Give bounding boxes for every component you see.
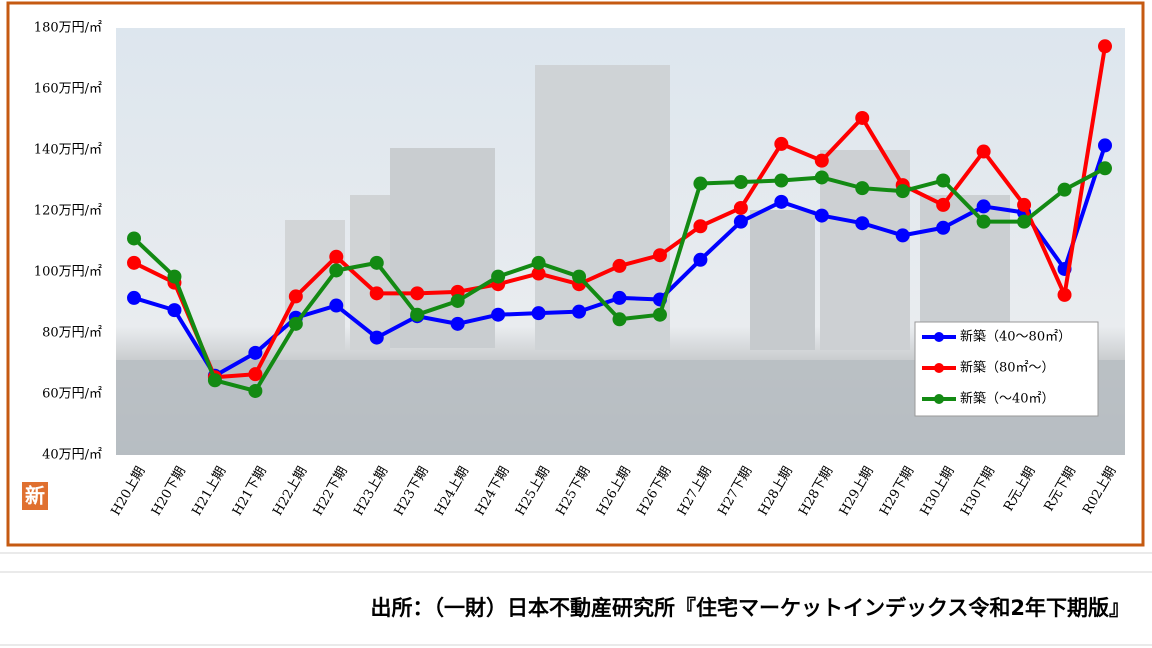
point bbox=[976, 199, 991, 214]
legend-marker bbox=[934, 332, 944, 342]
point bbox=[329, 263, 344, 278]
point bbox=[774, 194, 789, 209]
point bbox=[1057, 287, 1072, 302]
point bbox=[612, 312, 627, 327]
y-tick-label: 160万円/㎡ bbox=[34, 82, 102, 97]
point bbox=[612, 258, 627, 273]
point bbox=[1098, 138, 1112, 153]
point bbox=[895, 184, 910, 199]
legend-marker bbox=[934, 363, 944, 373]
point bbox=[1017, 197, 1032, 212]
y-tick-label: 140万円/㎡ bbox=[34, 143, 102, 158]
point bbox=[1057, 182, 1072, 197]
legend-label: 新築（80㎡～） bbox=[960, 360, 1055, 376]
point bbox=[450, 316, 465, 331]
point bbox=[248, 345, 263, 360]
point bbox=[491, 307, 506, 322]
point bbox=[855, 110, 870, 125]
point bbox=[369, 286, 384, 301]
y-tick-label: 40万円/㎡ bbox=[42, 448, 102, 463]
point bbox=[733, 214, 748, 229]
legend-label: 新築（40～80㎡） bbox=[960, 329, 1071, 345]
point bbox=[774, 173, 789, 188]
point bbox=[612, 290, 627, 305]
point bbox=[288, 289, 303, 304]
y-tick-label: 180万円/㎡ bbox=[34, 21, 102, 36]
point bbox=[369, 255, 384, 270]
point bbox=[814, 208, 829, 223]
point bbox=[693, 252, 708, 267]
point bbox=[450, 293, 465, 308]
legend-label: 新築（～40㎡） bbox=[960, 391, 1055, 407]
y-tick-label: 60万円/㎡ bbox=[42, 387, 102, 402]
point bbox=[1017, 214, 1032, 229]
point bbox=[1098, 161, 1112, 176]
point bbox=[855, 181, 870, 196]
point bbox=[774, 136, 789, 151]
source-note: 出所：（一財）日本不動産研究所『住宅マーケットインデックス令和2年下期版』 bbox=[371, 596, 1130, 620]
point bbox=[329, 249, 344, 264]
point bbox=[936, 173, 951, 188]
point bbox=[248, 367, 263, 382]
point bbox=[855, 216, 870, 231]
point bbox=[936, 220, 951, 235]
badge-bg bbox=[22, 482, 48, 510]
point bbox=[572, 304, 587, 319]
y-tick-label: 120万円/㎡ bbox=[34, 204, 102, 219]
point bbox=[491, 269, 506, 284]
point bbox=[895, 228, 910, 243]
point bbox=[814, 170, 829, 185]
point bbox=[369, 330, 384, 345]
point bbox=[693, 176, 708, 191]
point bbox=[814, 153, 829, 168]
point bbox=[127, 255, 141, 270]
point bbox=[572, 269, 587, 284]
point bbox=[167, 303, 182, 318]
point bbox=[248, 383, 263, 398]
point bbox=[936, 197, 951, 212]
point bbox=[733, 200, 748, 215]
y-tick-label: 80万円/㎡ bbox=[42, 326, 102, 341]
point bbox=[976, 214, 991, 229]
legend-marker bbox=[934, 394, 944, 404]
point bbox=[329, 298, 344, 313]
point bbox=[207, 373, 222, 388]
spreadsheet-grid bbox=[0, 552, 1152, 646]
point bbox=[531, 255, 546, 270]
point bbox=[127, 231, 141, 246]
point bbox=[652, 307, 667, 322]
point bbox=[733, 175, 748, 190]
y-tick-label: 100万円/㎡ bbox=[34, 265, 102, 280]
point bbox=[127, 290, 141, 305]
point bbox=[288, 316, 303, 331]
badge: 新 bbox=[25, 484, 45, 508]
point bbox=[652, 248, 667, 263]
point bbox=[167, 269, 182, 284]
point bbox=[1098, 39, 1112, 54]
point bbox=[693, 219, 708, 234]
point bbox=[410, 286, 425, 301]
point bbox=[531, 266, 546, 281]
point bbox=[976, 144, 991, 159]
point bbox=[410, 307, 425, 322]
point bbox=[531, 306, 546, 321]
